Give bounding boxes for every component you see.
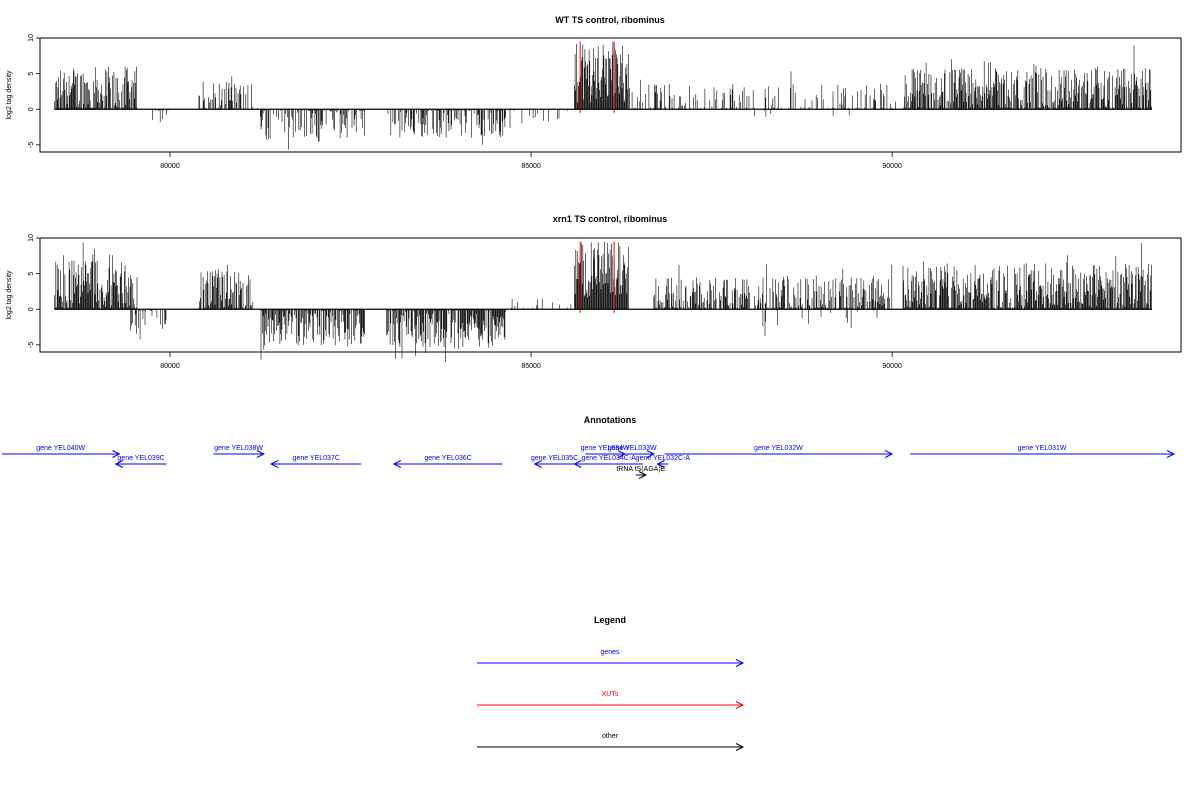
wt-xut-markers [579,41,615,113]
feature-arrow-arrowhead [573,460,582,468]
annotations-title: Annotations [584,415,637,425]
feature-arrow-arrowhead [656,460,665,468]
x-tick-label: 90000 [882,363,902,370]
feature-label: gene YEL035C [531,455,578,462]
feature-arrow-arrowhead [269,460,279,468]
feature-label: gene YEL037C [293,455,340,462]
feature-arrow-arrowhead [646,450,655,458]
y-tick-label: 0 [28,107,35,111]
feature-label: gene YEL036C [424,455,471,462]
wt-coverage-panel: WT TS control, ribominus -5 0 5 10 80000 850… [6,15,1182,170]
plot-frame-xrn1 [39,237,1182,353]
feature-label: gene YEL031W [1018,445,1067,452]
legend-label: genes [600,649,620,656]
xrn1-y-axis: -5 0 5 10 [28,234,40,348]
feature-label: gene YEL039C [117,455,164,462]
legend-arrow-arrowhead [735,659,745,667]
x-tick-label: 80000 [160,163,180,170]
feature-arrow-arrowhead [256,450,265,458]
y-tick-label: 5 [28,72,35,76]
feature-arrow-arrowhead [638,471,648,479]
feature-label: gene YEL032C-A [636,455,691,462]
panel-title-wt: WT TS control, ribominus [555,15,665,25]
y-tick-label: 10 [28,234,35,242]
legend-items: genes XUTs other [477,649,745,751]
x-tick-label: 85000 [521,363,541,370]
feature-label: gene YEL038W [214,445,263,452]
xrn1-xut-markers [579,241,615,313]
feature-arrow-arrowhead [392,460,402,468]
y-tick-label: 5 [28,272,35,276]
legend-arrow-arrowhead [735,743,745,751]
feature-arrow-arrowhead [1166,450,1176,458]
legend-title: Legend [594,615,626,625]
feature-label: gene YEL034C-A [582,455,637,462]
x-tick-label: 80000 [160,363,180,370]
annotation-features: gene YEL040W gene YEL039C gene YEL038W gene… [2,445,1176,479]
feature-label: gene YEL033W [608,445,657,452]
legend: Legend genes XUTs other [477,615,745,751]
feature-label: tRNA tS(AGA)E [616,466,665,473]
y-axis-label-wt: log2 tag density [6,70,13,120]
y-tick-label: 0 [28,307,35,311]
xrn1-coverage-bars [54,241,1152,363]
wt-coverage-bars [54,41,1152,150]
xrn1-x-axis: 80000 85000 90000 [160,352,902,370]
feature-label: gene YEL040W [36,445,85,452]
plot-frame-wt [39,37,1182,153]
panel-title-xrn1: xrn1 TS control, ribominus [553,214,668,224]
feature-label: gene YEL032W [754,445,803,452]
wt-x-axis: 80000 85000 90000 [160,152,902,170]
feature-label: gene YEL034W [581,445,630,452]
x-tick-label: 85000 [521,163,541,170]
feature-arrow-arrowhead [884,450,894,458]
y-tick-label: -5 [28,342,35,348]
y-tick-label: -5 [28,142,35,148]
y-tick-label: 10 [28,34,35,42]
x-tick-label: 90000 [882,163,902,170]
feature-arrow-arrowhead [533,460,542,468]
feature-arrow-arrowhead [112,450,121,458]
legend-label: XUTs [602,691,619,698]
feature-arrow-arrowhead [114,460,124,468]
legend-label: other [602,733,619,740]
legend-arrow-arrowhead [735,701,745,709]
y-axis-label-xrn1: log2 tag density [6,270,13,320]
wt-y-axis: -5 0 5 10 [28,34,40,148]
